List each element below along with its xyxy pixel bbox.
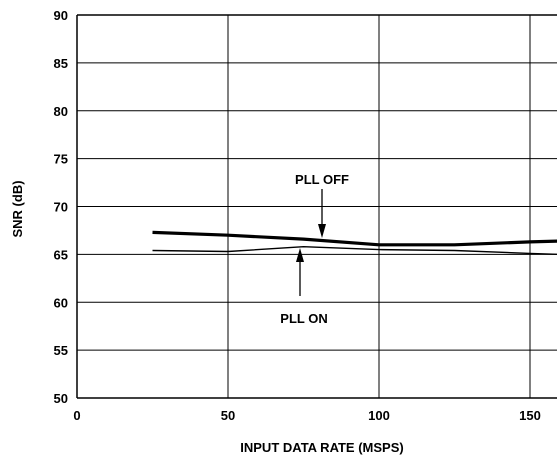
y-tick-label: 70 bbox=[54, 200, 68, 215]
y-tick-label: 65 bbox=[54, 247, 68, 262]
y-tick-label: 90 bbox=[54, 8, 68, 23]
annotations: PLL OFF PLL ON bbox=[280, 172, 349, 326]
y-tick-label: 75 bbox=[54, 152, 68, 167]
x-axis-title: INPUT DATA RATE (MSPS) bbox=[240, 440, 403, 455]
x-tick-label: 0 bbox=[73, 408, 80, 423]
x-tick-label: 50 bbox=[221, 408, 235, 423]
pll-on-label: PLL ON bbox=[280, 311, 327, 326]
tick-labels: 50 55 60 65 70 75 80 85 90 0 50 100 150 bbox=[54, 8, 541, 423]
series-line-pll-on bbox=[152, 245, 557, 255]
pll-on-arrow-head bbox=[296, 248, 304, 262]
y-tick-label: 80 bbox=[54, 104, 68, 119]
series-line-pll-off bbox=[152, 230, 557, 247]
pll-off-label: PLL OFF bbox=[295, 172, 349, 187]
y-axis-title: SNR (dB) bbox=[10, 180, 25, 237]
x-tick-label: 150 bbox=[519, 408, 541, 423]
y-tick-label: 55 bbox=[54, 343, 68, 358]
series-lines bbox=[152, 230, 557, 255]
pll-off-arrow-head bbox=[318, 224, 326, 238]
y-tick-label: 50 bbox=[54, 391, 68, 406]
grid bbox=[76, 14, 557, 399]
y-tick-label: 85 bbox=[54, 56, 68, 71]
y-tick-label: 60 bbox=[54, 295, 68, 310]
x-tick-label: 100 bbox=[368, 408, 390, 423]
